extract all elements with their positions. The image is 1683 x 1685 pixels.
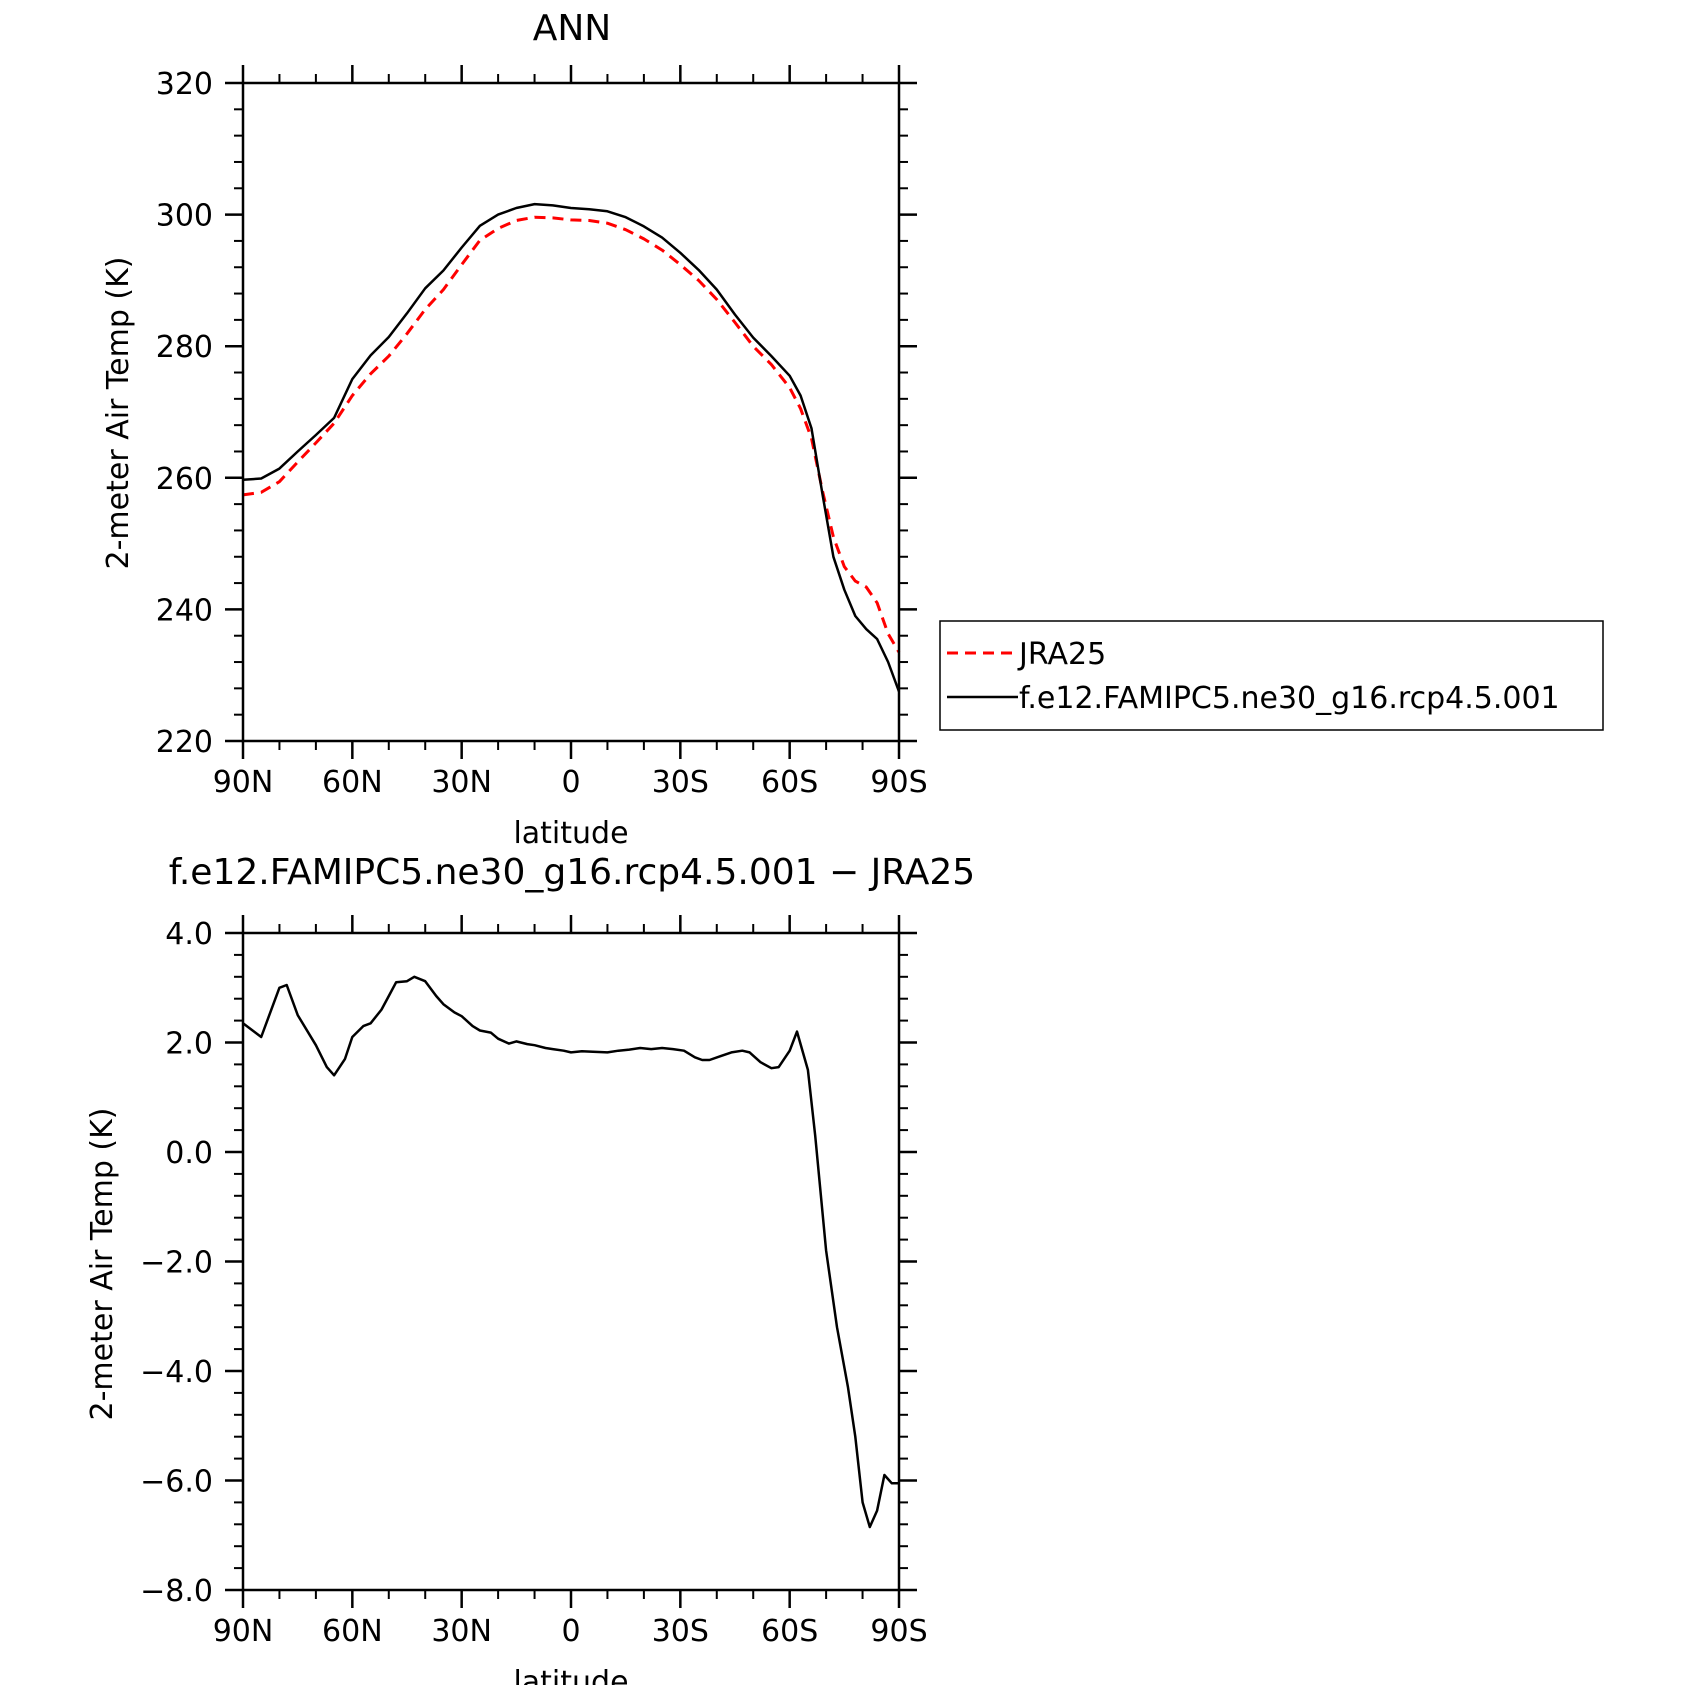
y-tick-label: −2.0 <box>140 1246 213 1281</box>
top-panel: ANN 2-meter Air Temp (K) latitude 220 240… <box>101 8 1604 851</box>
y-tick-label: −4.0 <box>140 1355 213 1390</box>
x-tick-label: 30N <box>431 765 492 800</box>
x-tick-label: 60N <box>322 1614 383 1649</box>
y-tick-label: 0.0 <box>165 1136 213 1171</box>
series-line-difference <box>242 975 899 1529</box>
y-tick-label: 220 <box>156 725 213 760</box>
series-line-jra25 <box>242 215 901 653</box>
top-series-lines <box>242 202 901 693</box>
bottom-y-tick-labels: −8.0 −6.0 −4.0 −2.0 0.0 2.0 4.0 <box>140 917 213 1609</box>
x-tick-label: 90S <box>870 765 927 800</box>
y-tick-label: 320 <box>156 67 213 102</box>
top-y-axis-label: 2-meter Air Temp (K) <box>101 257 136 570</box>
y-tick-label: 4.0 <box>165 917 213 952</box>
y-tick-label: −8.0 <box>140 1574 213 1609</box>
legend: JRA25 f.e12.FAMIPC5.ne30_g16.rcp4.5.001 <box>939 620 1604 731</box>
top-y-tick-labels: 220 240 260 280 300 320 <box>156 67 213 760</box>
legend-label-jra25: JRA25 <box>1017 637 1106 672</box>
bottom-x-tick-labels: 90N 60N 30N 0 30S 60S 90S <box>213 1614 928 1649</box>
bottom-x-axis-label: latitude <box>513 1665 628 1685</box>
legend-label-model: f.e12.FAMIPC5.ne30_g16.rcp4.5.001 <box>1019 681 1560 716</box>
x-tick-label: 0 <box>561 1614 580 1649</box>
y-tick-label: 300 <box>156 199 213 234</box>
y-tick-label: 260 <box>156 462 213 497</box>
x-tick-label: 60N <box>322 765 383 800</box>
y-tick-label: −6.0 <box>140 1465 213 1500</box>
x-tick-label: 60S <box>761 765 818 800</box>
x-tick-label: 90S <box>870 1614 927 1649</box>
x-tick-label: 60S <box>761 1614 818 1649</box>
top-axis-ticks <box>225 65 917 759</box>
top-x-axis-label: latitude <box>513 816 628 851</box>
bottom-y-axis-label: 2-meter Air Temp (K) <box>85 1108 120 1421</box>
bottom-chart-title: f.e12.FAMIPC5.ne30_g16.rcp4.5.001 − JRA2… <box>169 852 975 893</box>
bottom-series-lines <box>242 975 899 1529</box>
bottom-axis-ticks <box>225 915 917 1608</box>
y-tick-label: 280 <box>156 330 213 365</box>
x-tick-label: 30N <box>431 1614 492 1649</box>
x-tick-label: 90N <box>213 765 274 800</box>
top-plot-frame <box>241 81 901 743</box>
top-x-tick-labels: 90N 60N 30N 0 30S 60S 90S <box>213 765 928 800</box>
bottom-panel: f.e12.FAMIPC5.ne30_g16.rcp4.5.001 − JRA2… <box>85 852 975 1685</box>
legend-box <box>939 620 1604 731</box>
bottom-plot-frame <box>241 931 901 1592</box>
x-tick-label: 0 <box>561 765 580 800</box>
x-tick-label: 30S <box>652 765 709 800</box>
x-tick-label: 90N <box>213 1614 274 1649</box>
top-chart-title: ANN <box>533 8 612 49</box>
y-tick-label: 240 <box>156 593 213 628</box>
x-tick-label: 30S <box>652 1614 709 1649</box>
y-tick-label: 2.0 <box>165 1027 213 1062</box>
series-line-f-e12-famipc5-ne30-g16-rcp4-5-001 <box>242 202 901 693</box>
